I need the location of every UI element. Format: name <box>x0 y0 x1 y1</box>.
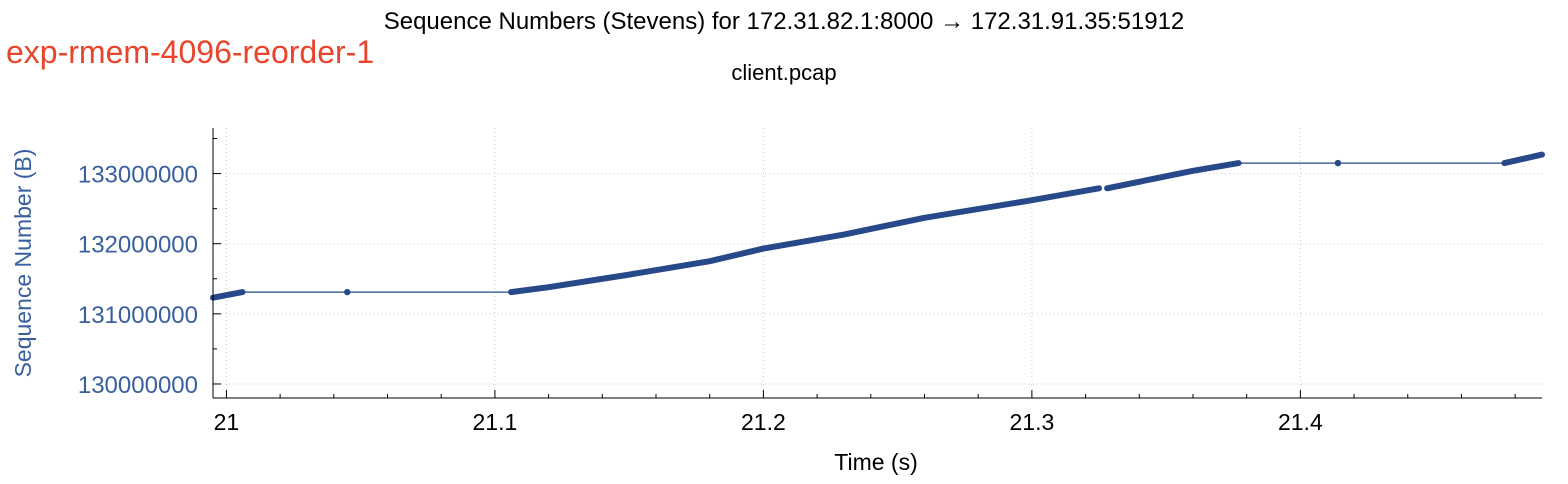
data-point <box>1334 159 1342 167</box>
y-tick-labels: 130000000 131000000 132000000 133000000 <box>78 162 198 399</box>
series-group <box>210 151 1545 301</box>
x-tick-label: 21.3 <box>1009 409 1054 435</box>
series-segment-dense <box>508 185 1102 296</box>
grid-lines <box>213 128 1542 398</box>
x-tick-label: 21.1 <box>473 409 518 435</box>
series-segment-dense <box>210 289 246 301</box>
x-tick-label: 21 <box>214 409 240 435</box>
y-tick-label: 132000000 <box>78 232 198 259</box>
x-tick-label: 21.4 <box>1278 409 1323 435</box>
chart-title: Sequence Numbers (Stevens) for 172.31.82… <box>383 8 1185 35</box>
axes <box>212 128 1542 399</box>
experiment-label: exp-rmem-4096-reorder-1 <box>6 34 375 70</box>
x-axis-label: Time (s) <box>834 449 917 475</box>
data-point <box>344 288 351 296</box>
y-tick-label: 133000000 <box>78 162 198 189</box>
series-segment-dense <box>1104 160 1242 192</box>
y-tick-label: 130000000 <box>78 372 198 399</box>
series-segment-dense <box>1501 151 1545 167</box>
y-axis-label: Sequence Number (B) <box>10 149 36 378</box>
chart-subtitle: client.pcap <box>731 60 837 85</box>
x-tick-label: 21.2 <box>741 409 786 435</box>
x-tick-labels: 21 21.1 21.2 21.3 21.4 <box>214 409 1323 435</box>
minor-ticks <box>213 138 1516 398</box>
y-tick-label: 131000000 <box>78 302 198 329</box>
